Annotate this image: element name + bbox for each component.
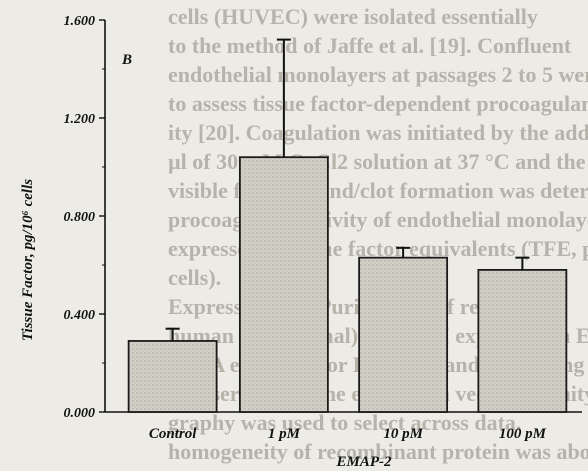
panel-label: B — [121, 52, 132, 68]
bleed-line: homogeneity of recombinant protein was a… — [168, 439, 588, 464]
x-tick-label: 10 pM — [383, 426, 423, 442]
bleed-line: µl of 30 mM CaCl2 solution at 37 °C and … — [168, 149, 588, 174]
axis-labels: B Tissue Factor, pg/10⁶ cells EMAP-2 — [20, 52, 392, 470]
bleed-line: graphy was used to select across data. — [168, 410, 521, 435]
bar — [127, 340, 218, 413]
bar — [358, 256, 449, 413]
bleed-line: to the method of Jaffe et al. [19]. Conf… — [168, 33, 572, 58]
error-bars — [165, 38, 530, 341]
bars — [127, 156, 568, 413]
y-tick-label: 0.000 — [64, 406, 96, 421]
y-tick-label: 0.800 — [64, 210, 96, 225]
y-axis-title: Tissue Factor, pg/10⁶ cells — [20, 179, 36, 341]
x-axis-title: EMAP-2 — [335, 454, 392, 470]
bleed-line: visible fibrin strand/clot formation was… — [168, 178, 588, 203]
bleed-line: to assess tissue factor-dependent procoa… — [168, 91, 588, 116]
bleed-line: cells). — [168, 265, 221, 290]
bleed-line: endothelial monolayers at passages 2 to … — [168, 62, 588, 87]
x-tick-label: Control — [149, 426, 197, 442]
y-tick-label: 0.400 — [64, 308, 96, 323]
x-tick-label: 1 pM — [268, 426, 301, 442]
bar — [238, 156, 329, 413]
y-tick-label: 1.200 — [64, 112, 96, 127]
bar — [477, 268, 568, 413]
bleed-line: cells (HUVEC) were isolated essentially — [168, 4, 538, 29]
bleed-line: procoagulant activity of endothelial mon… — [168, 207, 588, 232]
bleed-line: ity [20]. Coagulation was initiated by t… — [168, 120, 588, 145]
y-tick-label: 1.600 — [64, 14, 96, 29]
x-tick-label: 100 pM — [499, 426, 547, 442]
